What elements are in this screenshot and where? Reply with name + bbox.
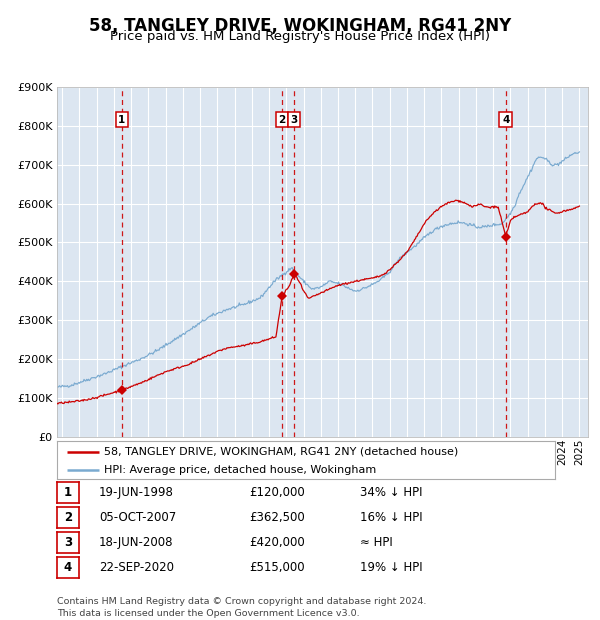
Text: Price paid vs. HM Land Registry's House Price Index (HPI): Price paid vs. HM Land Registry's House … xyxy=(110,30,490,43)
Text: £120,000: £120,000 xyxy=(249,487,305,499)
Text: ≈ HPI: ≈ HPI xyxy=(360,536,393,549)
Text: 2: 2 xyxy=(278,115,286,125)
Text: 58, TANGLEY DRIVE, WOKINGHAM, RG41 2NY: 58, TANGLEY DRIVE, WOKINGHAM, RG41 2NY xyxy=(89,17,511,35)
Text: 16% ↓ HPI: 16% ↓ HPI xyxy=(360,512,422,524)
Text: 34% ↓ HPI: 34% ↓ HPI xyxy=(360,487,422,499)
Text: Contains HM Land Registry data © Crown copyright and database right 2024.
This d: Contains HM Land Registry data © Crown c… xyxy=(57,596,427,618)
Text: 1: 1 xyxy=(64,487,72,499)
Text: 18-JUN-2008: 18-JUN-2008 xyxy=(99,536,173,549)
Text: 58, TANGLEY DRIVE, WOKINGHAM, RG41 2NY (detached house): 58, TANGLEY DRIVE, WOKINGHAM, RG41 2NY (… xyxy=(104,447,458,457)
Text: 22-SEP-2020: 22-SEP-2020 xyxy=(99,561,174,574)
Text: £362,500: £362,500 xyxy=(249,512,305,524)
Text: 3: 3 xyxy=(64,536,72,549)
Text: 3: 3 xyxy=(290,115,298,125)
Text: 1: 1 xyxy=(118,115,125,125)
Text: 2: 2 xyxy=(64,512,72,524)
Text: HPI: Average price, detached house, Wokingham: HPI: Average price, detached house, Woki… xyxy=(104,466,377,476)
Text: 4: 4 xyxy=(64,561,72,574)
Text: £515,000: £515,000 xyxy=(249,561,305,574)
Text: £420,000: £420,000 xyxy=(249,536,305,549)
Text: 05-OCT-2007: 05-OCT-2007 xyxy=(99,512,176,524)
Text: 4: 4 xyxy=(502,115,509,125)
Text: 19% ↓ HPI: 19% ↓ HPI xyxy=(360,561,422,574)
Text: 19-JUN-1998: 19-JUN-1998 xyxy=(99,487,174,499)
